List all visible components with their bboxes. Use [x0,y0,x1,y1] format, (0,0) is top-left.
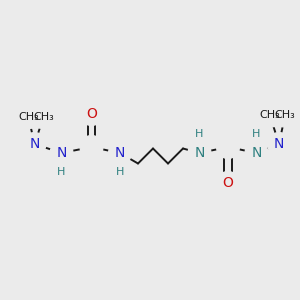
Text: N: N [29,137,40,151]
Ellipse shape [109,142,131,164]
Text: N: N [56,146,67,160]
Ellipse shape [80,103,103,125]
Text: H: H [195,129,204,140]
Ellipse shape [268,133,290,155]
Text: CH₃: CH₃ [274,110,296,121]
Text: CH₃: CH₃ [33,112,54,122]
Ellipse shape [217,136,239,158]
Text: N: N [251,146,262,160]
Ellipse shape [249,127,264,142]
Ellipse shape [192,127,207,142]
Ellipse shape [23,133,46,155]
Ellipse shape [112,164,128,179]
Ellipse shape [12,106,45,128]
Text: O: O [223,176,233,190]
Ellipse shape [188,142,211,164]
Ellipse shape [268,104,300,127]
Text: H: H [252,129,261,140]
Ellipse shape [54,164,69,179]
Text: CH₃: CH₃ [18,112,39,122]
Ellipse shape [254,104,286,127]
Text: H: H [57,167,66,177]
Ellipse shape [80,136,103,158]
Ellipse shape [27,106,60,128]
Ellipse shape [217,172,239,194]
Text: N: N [194,146,205,160]
Text: O: O [86,107,97,121]
Ellipse shape [245,142,268,164]
Text: N: N [115,146,125,160]
Text: CH₃: CH₃ [260,110,280,121]
Text: N: N [274,137,284,151]
Ellipse shape [50,142,73,164]
Text: H: H [116,167,124,177]
